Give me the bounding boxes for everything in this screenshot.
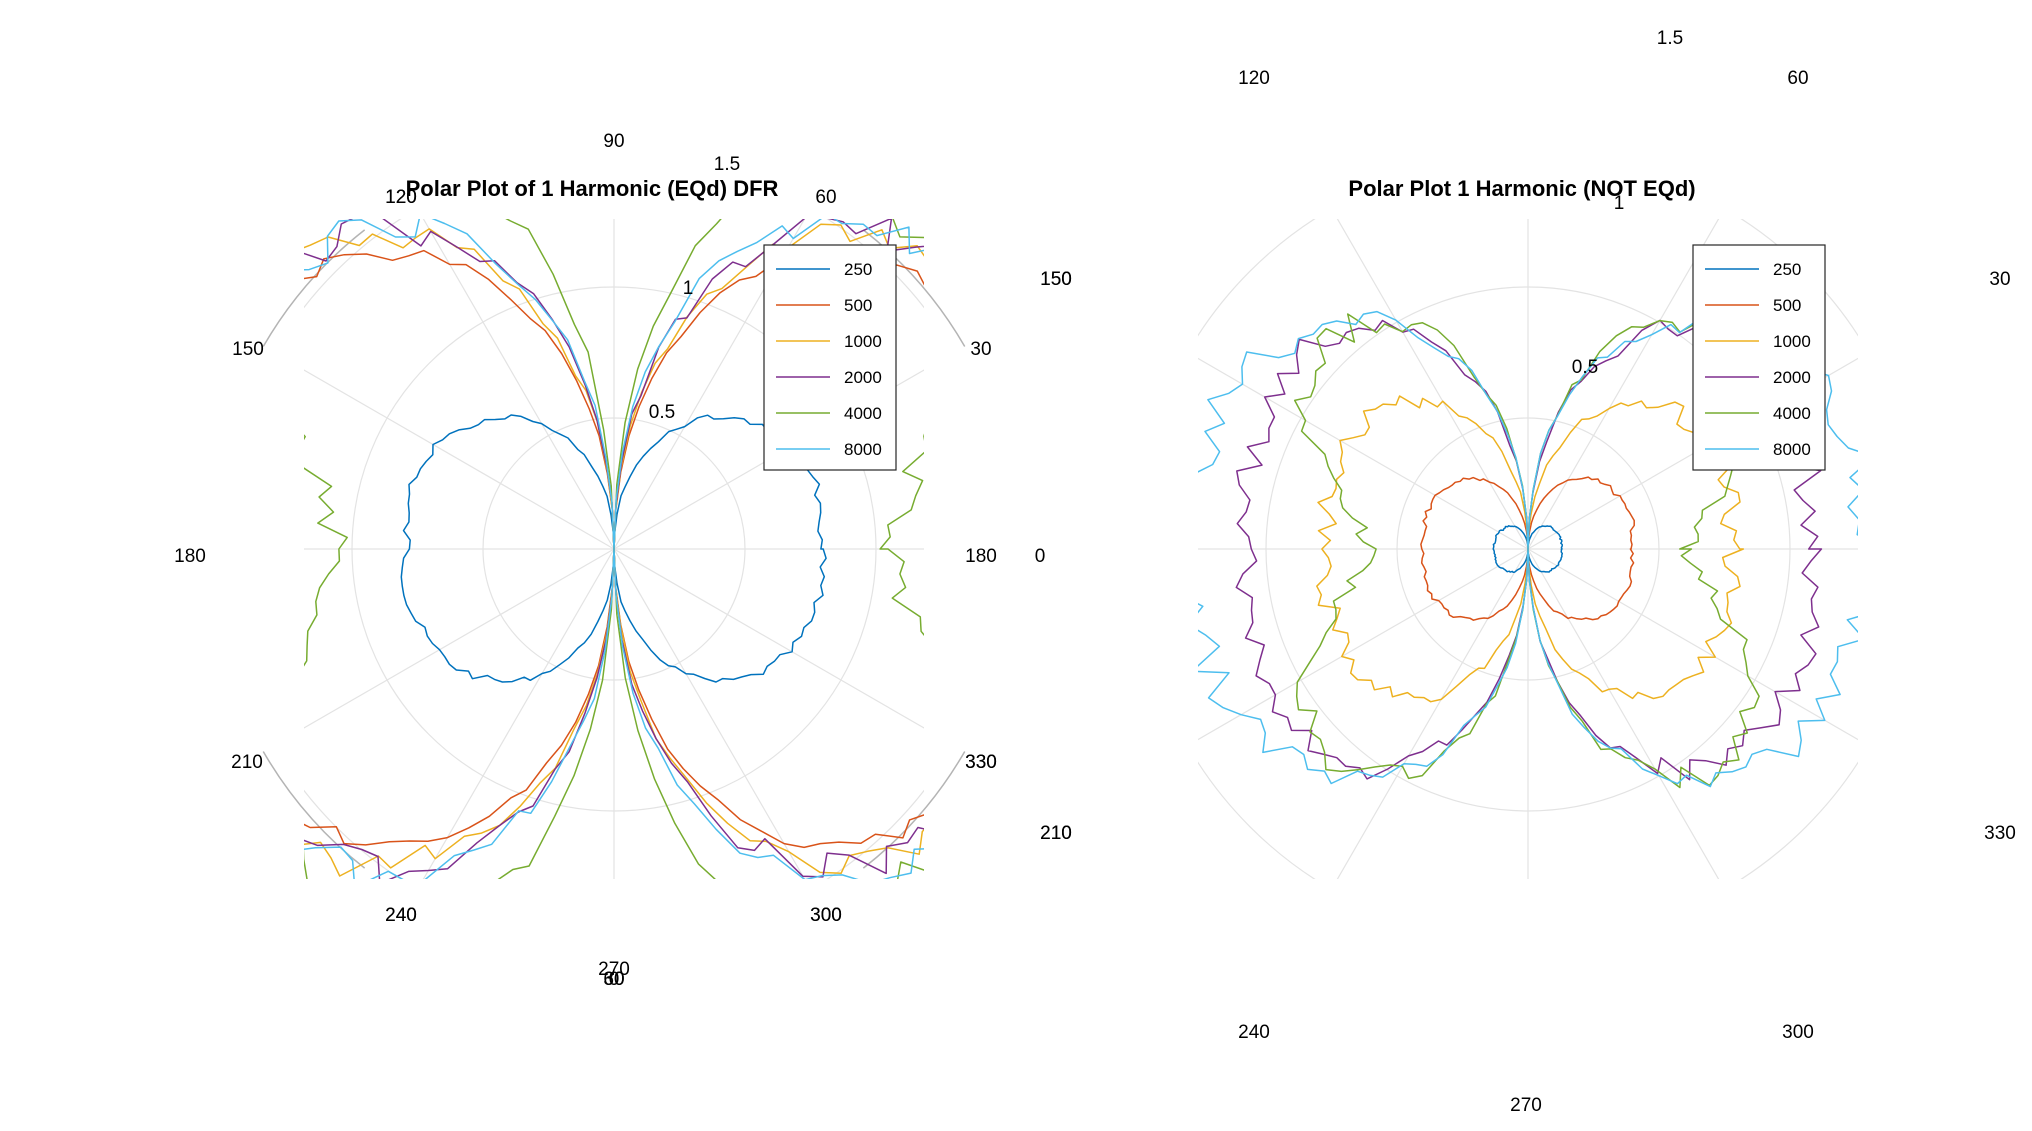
theta-tick-label: 0 xyxy=(1035,546,1046,567)
angular-gridline xyxy=(613,548,806,879)
theta-tick-label: 150 xyxy=(1040,269,1072,290)
angular-gridline xyxy=(304,548,615,729)
theta-tick-label: 330 xyxy=(965,752,997,773)
theta-tick-label: 180 xyxy=(174,546,206,567)
legend-box xyxy=(1692,244,1826,471)
outer-boundary-arc xyxy=(262,229,366,347)
theta-tick-label: 300 xyxy=(1782,1022,1814,1043)
legend-label: 500 xyxy=(1773,296,1801,315)
angular-gridline xyxy=(1198,548,1529,741)
series-250 xyxy=(1492,525,1564,574)
r-tick-label: 1.5 xyxy=(714,154,740,175)
legend-label: 8000 xyxy=(1773,440,1811,459)
theta-tick-label: 180 xyxy=(965,546,997,567)
series-1000 xyxy=(1316,395,1745,703)
theta-tick-label: 240 xyxy=(1238,1022,1270,1043)
legend-label: 2000 xyxy=(1773,368,1811,387)
theta-tick-label: 30 xyxy=(970,339,991,360)
r-tick-label: 1 xyxy=(1614,193,1625,214)
theta-tick-label: 270 xyxy=(1510,1095,1542,1116)
right-polar-plot: 0.5 1 1.5 60 120 30 150 0 330 210 240 300 270 Polar P… xyxy=(1035,28,2016,1116)
theta-tick-label: 150 xyxy=(232,339,264,360)
outer-boundary-arc xyxy=(862,751,966,869)
series-500 xyxy=(1420,476,1635,621)
theta-tick-label: 60 xyxy=(603,969,624,990)
angular-gridline xyxy=(1198,357,1529,550)
angular-gridline xyxy=(422,548,615,879)
series-group xyxy=(304,219,924,879)
legend-label: 4000 xyxy=(844,404,882,423)
series-8000 xyxy=(1198,310,1858,788)
theta-tick-label: 210 xyxy=(231,752,263,773)
outer-boundary-arc xyxy=(262,751,366,869)
theta-tick-label: 90 xyxy=(603,131,624,152)
left-polar-plot: 0.511.5030609012015018021024027030033018… xyxy=(174,131,1072,990)
legend: 250 500 1000 2000 4000 8000 xyxy=(763,244,897,471)
r-tick-label: 0.5 xyxy=(649,402,675,423)
angular-gridline xyxy=(1336,219,1529,550)
theta-tick-label: 240 xyxy=(385,905,417,926)
outer-boundary-arc xyxy=(862,229,966,347)
r-tick-label: 1 xyxy=(683,278,694,299)
legend-label: 1000 xyxy=(1773,332,1811,351)
angular-gridline xyxy=(1336,548,1529,879)
legend-label: 250 xyxy=(1773,260,1801,279)
theta-tick-label: 30 xyxy=(1989,269,2010,290)
theta-tick-label: 120 xyxy=(1238,68,1270,89)
angular-gridline xyxy=(1527,548,1720,879)
series-4000 xyxy=(1293,313,1760,789)
r-tick-label: 1.5 xyxy=(1657,28,1683,49)
legend-label: 4000 xyxy=(1773,404,1811,423)
angular-gridline xyxy=(1527,219,1720,550)
legend: 250 500 1000 2000 4000 8000 xyxy=(1692,244,1826,471)
legend-label: 1000 xyxy=(844,332,882,351)
theta-tick-label: 330 xyxy=(1984,823,2016,844)
series-250 xyxy=(400,414,827,683)
theta-tick-label: 330 xyxy=(965,752,997,773)
theta-tick-label: 300 xyxy=(810,905,842,926)
theta-tick-label: 60 xyxy=(815,187,836,208)
legend-label: 250 xyxy=(844,260,872,279)
series-4000 xyxy=(304,219,924,879)
legend-label: 500 xyxy=(844,296,872,315)
theta-tick-label: 60 xyxy=(1787,68,1808,89)
theta-tick-label: 240 xyxy=(385,905,417,926)
theta-tick-label: 120 xyxy=(385,187,417,208)
theta-tick-label: 150 xyxy=(1040,269,1072,290)
chart-title: Polar Plot of 1 Harmonic (EQd) DFR xyxy=(406,176,779,201)
theta-tick-label: 0 xyxy=(609,969,620,990)
r-tick-label: 0.5 xyxy=(1572,357,1598,378)
series-8000 xyxy=(304,219,924,879)
theta-tick-label: 300 xyxy=(810,905,842,926)
theta-tick-label: 210 xyxy=(1040,823,1072,844)
angular-gridline xyxy=(304,369,615,550)
angular-gridline xyxy=(613,548,924,729)
series-group xyxy=(1198,310,1858,789)
legend-label: 2000 xyxy=(844,368,882,387)
theta-tick-label: 210 xyxy=(1040,823,1072,844)
theta-tick-label: 30 xyxy=(603,969,624,990)
angular-gridline xyxy=(1527,548,1858,741)
theta-tick-label: 270 xyxy=(598,959,630,980)
theta-tick-label: 120 xyxy=(385,187,417,208)
legend-box xyxy=(763,244,897,471)
legend-label: 8000 xyxy=(844,440,882,459)
angular-gridline xyxy=(422,219,615,550)
chart-title: Polar Plot 1 Harmonic (NOT EQd) xyxy=(1348,176,1695,201)
